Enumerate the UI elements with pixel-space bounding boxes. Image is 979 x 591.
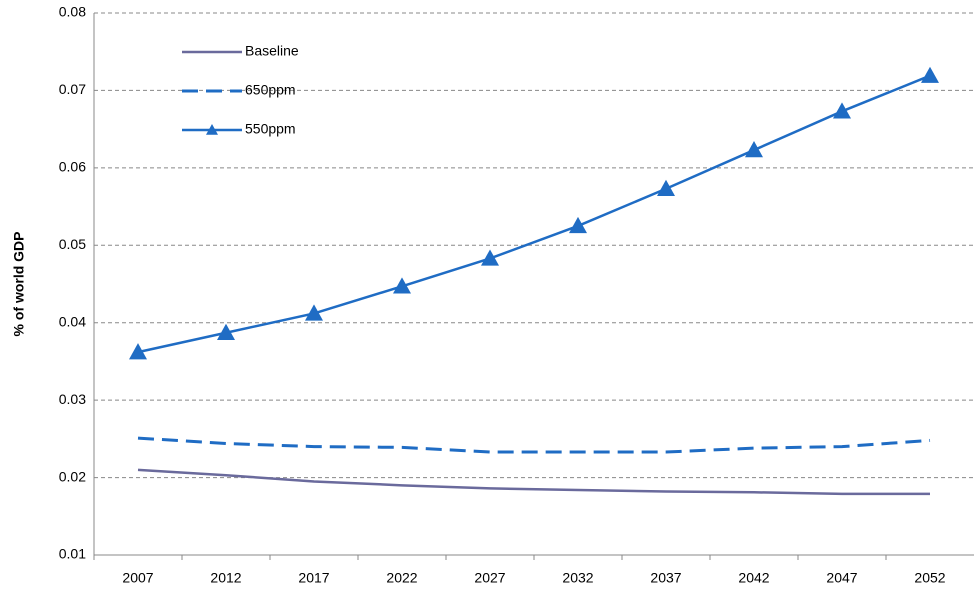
y-tick-label: 0.05 (59, 236, 86, 252)
x-tick-label: 2017 (298, 570, 329, 586)
marker (129, 343, 147, 360)
marker (921, 66, 939, 83)
x-tick-label: 2012 (210, 570, 241, 586)
marker (833, 102, 851, 119)
x-tick-label: 2027 (474, 570, 505, 586)
x-tick-label: 2007 (122, 570, 153, 586)
marker (217, 323, 235, 340)
series-line (137, 468, 930, 496)
y-tick-label: 0.07 (59, 81, 86, 97)
y-tick-label: 0.03 (59, 391, 86, 407)
marker (393, 277, 411, 294)
legend-label: 650ppm (245, 82, 296, 98)
x-tick-label: 2032 (562, 570, 593, 586)
legend-label: 550ppm (245, 121, 296, 137)
y-tick-label: 0.02 (59, 468, 86, 484)
marker (481, 249, 499, 266)
series-line (137, 74, 931, 354)
series-line (137, 436, 931, 454)
marker (745, 141, 763, 158)
y-tick-label: 0.08 (59, 4, 86, 20)
marker (305, 304, 323, 321)
x-tick-label: 2047 (826, 570, 857, 586)
x-tick-label: 2037 (650, 570, 681, 586)
x-tick-label: 2052 (914, 570, 945, 586)
legend-label: Baseline (245, 43, 299, 59)
y-tick-label: 0.04 (59, 313, 86, 329)
y-axis-label: % of world GDP (11, 232, 27, 337)
legend-marker (206, 124, 218, 135)
marker (569, 216, 587, 234)
x-tick-label: 2022 (386, 570, 417, 586)
marker (657, 179, 675, 196)
y-tick-label: 0.01 (59, 546, 86, 562)
y-tick-label: 0.06 (59, 159, 86, 175)
x-tick-label: 2042 (738, 570, 769, 586)
